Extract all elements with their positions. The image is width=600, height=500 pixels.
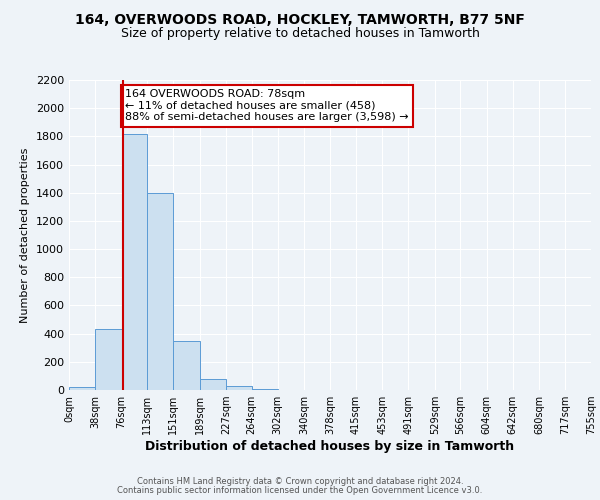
Bar xyxy=(147,192,173,390)
Bar xyxy=(122,134,147,390)
Text: 164 OVERWOODS ROAD: 78sqm
← 11% of detached houses are smaller (458)
88% of semi: 164 OVERWOODS ROAD: 78sqm ← 11% of detac… xyxy=(125,90,409,122)
Bar xyxy=(200,380,226,390)
Bar xyxy=(173,340,200,390)
Text: Size of property relative to detached houses in Tamworth: Size of property relative to detached ho… xyxy=(121,28,479,40)
Text: Contains public sector information licensed under the Open Government Licence v3: Contains public sector information licen… xyxy=(118,486,482,495)
Y-axis label: Number of detached properties: Number of detached properties xyxy=(20,148,31,322)
Text: Contains HM Land Registry data © Crown copyright and database right 2024.: Contains HM Land Registry data © Crown c… xyxy=(137,477,463,486)
Bar xyxy=(95,330,122,390)
Text: 164, OVERWOODS ROAD, HOCKLEY, TAMWORTH, B77 5NF: 164, OVERWOODS ROAD, HOCKLEY, TAMWORTH, … xyxy=(75,12,525,26)
Bar xyxy=(226,386,251,390)
X-axis label: Distribution of detached houses by size in Tamworth: Distribution of detached houses by size … xyxy=(145,440,515,453)
Bar xyxy=(69,387,95,390)
